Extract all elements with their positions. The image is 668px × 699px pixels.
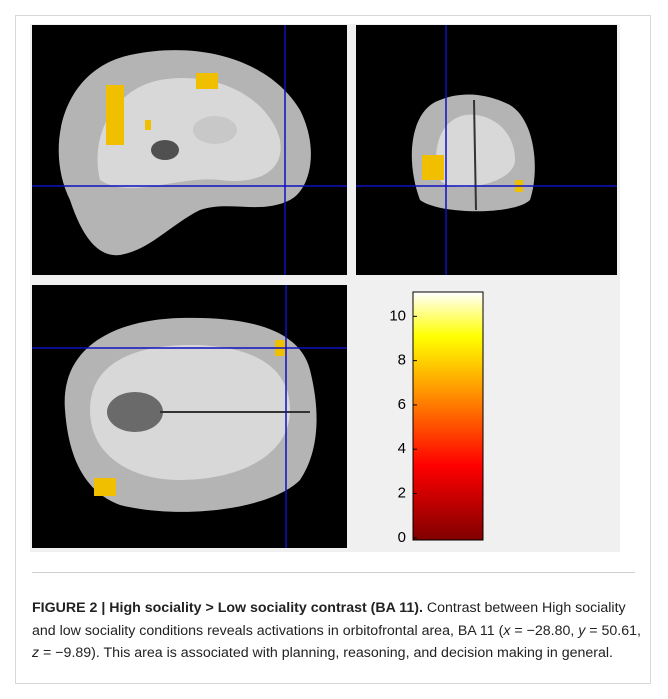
sagittal-slice [32,25,347,275]
figure-image: 0 2 4 6 8 10 [0,0,668,560]
colorbar-gradient [413,292,483,540]
tick-label: 6 [398,396,406,413]
caption-text: = 50.61, [585,623,641,639]
tick-label: 0 [398,529,406,546]
tick-label: 4 [398,440,406,457]
caption: FIGURE 2 | High sociality > Low socialit… [32,597,644,665]
colorbar: 0 2 4 6 8 10 [389,292,483,546]
separator [32,572,635,573]
tick-label: 2 [398,484,406,501]
tick-label: 10 [389,307,406,324]
tick-label: 8 [398,352,406,369]
caption-text: = −9.89). This area is associated with p… [39,645,613,661]
page: {"colorbar": {"ylim": [-0.1, 11.1], "yti… [0,0,668,699]
axial-slice [32,285,347,548]
caption-text: = −28.80, [510,623,578,639]
coronal-slice [356,25,617,275]
caption-title: FIGURE 2 | High sociality > Low socialit… [32,600,423,616]
